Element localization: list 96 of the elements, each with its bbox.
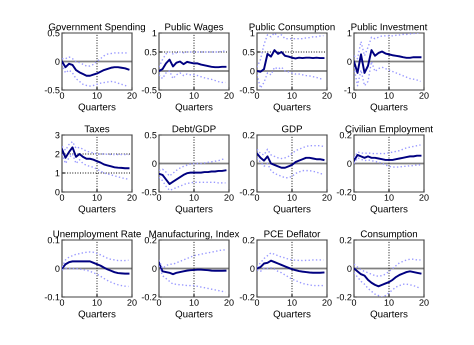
chart-title: Public Investment bbox=[351, 23, 428, 30]
x-tick-label: 0 bbox=[352, 194, 356, 201]
x-tick-label: 10 bbox=[384, 92, 394, 99]
y-tick-label: 1 bbox=[348, 30, 352, 36]
x-axis-title: Quarters bbox=[274, 104, 311, 112]
x-tick-label: 10 bbox=[190, 92, 199, 99]
y-tick-label: 0 bbox=[347, 265, 352, 272]
x-axis-title: Quarters bbox=[370, 310, 408, 320]
y-tick-label: 0.5 bbox=[144, 48, 157, 56]
y-tick-label: 1 bbox=[152, 30, 156, 36]
y-tick-label: 0 bbox=[55, 58, 60, 65]
y-tick-label: 0.2 bbox=[242, 236, 254, 244]
x-tick-label: 20 bbox=[127, 299, 137, 306]
y-tick-label: 0 bbox=[250, 265, 255, 272]
y-tick-label: 0.2 bbox=[242, 132, 254, 138]
x-tick-label: 10 bbox=[288, 92, 297, 99]
x-axis-title: Quarters bbox=[176, 104, 213, 112]
x-tick-label: 20 bbox=[127, 92, 137, 99]
y-tick-label: 0 bbox=[152, 68, 157, 74]
x-tick-label: 10 bbox=[384, 299, 394, 306]
y-tick-label: -0.5 bbox=[142, 86, 157, 94]
y-tick-label: 0 bbox=[55, 265, 60, 272]
y-tick-label: 0.2 bbox=[144, 236, 156, 244]
y-tick-label: -0.2 bbox=[142, 294, 156, 300]
x-tick-label: 0 bbox=[254, 92, 260, 99]
x-tick-label: 20 bbox=[224, 299, 234, 306]
y-tick-label: -0.5 bbox=[44, 86, 60, 94]
x-tick-label: 10 bbox=[92, 299, 102, 306]
x-tick-label: 0 bbox=[156, 92, 162, 99]
x-tick-label: 0 bbox=[60, 92, 64, 99]
chart-title: Unemployment Rate bbox=[53, 230, 141, 240]
y-tick-label: -1 bbox=[344, 87, 352, 94]
chart-title: GDP bbox=[282, 125, 302, 132]
y-tick-label: -0.2 bbox=[336, 294, 352, 300]
y-tick-label: 0 bbox=[347, 58, 352, 65]
chart-title: Manufacturing, Index bbox=[149, 230, 240, 240]
x-axis-title: Quarters bbox=[274, 206, 311, 214]
y-tick-label: 0.5 bbox=[48, 30, 60, 36]
y-tick-label: 2 bbox=[55, 150, 60, 158]
x-tick-label: 0 bbox=[156, 299, 162, 306]
y-tick-label: 0.5 bbox=[144, 132, 157, 138]
x-axis-title: Quarters bbox=[176, 206, 213, 214]
chart-title: Consumption bbox=[360, 230, 418, 240]
x-tick-label: 10 bbox=[288, 194, 297, 201]
y-tick-label: 0.5 bbox=[242, 48, 255, 56]
x-axis-title: Quarters bbox=[78, 104, 116, 112]
y-tick-label: 0 bbox=[152, 265, 157, 272]
x-tick-label: 20 bbox=[322, 194, 332, 201]
y-tick-label: 0.2 bbox=[340, 236, 352, 244]
x-tick-label: 0 bbox=[352, 299, 356, 306]
y-tick-label: -0.1 bbox=[44, 294, 60, 300]
y-tick-label: -0.2 bbox=[240, 294, 254, 300]
y-tick-label: 0.2 bbox=[340, 132, 352, 138]
x-tick-label: 10 bbox=[92, 194, 102, 201]
chart-title: Taxes bbox=[84, 126, 110, 132]
x-tick-label: 20 bbox=[419, 299, 429, 306]
y-tick-label: 0 bbox=[55, 188, 60, 196]
x-axis-title: Quarters bbox=[274, 310, 311, 320]
x-tick-label: 0 bbox=[60, 299, 64, 306]
y-tick-label: 0 bbox=[347, 160, 352, 167]
y-tick-label: 1 bbox=[56, 170, 60, 176]
x-tick-label: 20 bbox=[322, 92, 332, 99]
x-axis-title: Quarters bbox=[176, 310, 213, 320]
x-tick-label: 20 bbox=[322, 299, 332, 306]
y-tick-label: -0.2 bbox=[240, 188, 254, 196]
y-tick-label: 0 bbox=[250, 68, 255, 74]
chart-title: Debt/GDP bbox=[172, 125, 216, 132]
x-axis-title: Quarters bbox=[370, 206, 408, 214]
y-tick-label: 0 bbox=[152, 160, 157, 167]
x-tick-label: 10 bbox=[190, 299, 199, 306]
x-tick-label: 10 bbox=[92, 92, 102, 99]
x-tick-label: 10 bbox=[288, 299, 297, 306]
x-tick-label: 20 bbox=[127, 194, 137, 201]
x-tick-label: 0 bbox=[254, 299, 260, 306]
x-tick-label: 0 bbox=[352, 92, 356, 99]
x-tick-label: 20 bbox=[419, 92, 429, 99]
y-tick-label: -0.2 bbox=[336, 188, 352, 196]
x-axis-title: Quarters bbox=[78, 310, 116, 320]
y-tick-label: 0 bbox=[250, 160, 255, 167]
x-tick-label: 10 bbox=[190, 194, 199, 201]
x-tick-label: 20 bbox=[419, 194, 429, 201]
x-tick-label: 10 bbox=[384, 194, 394, 201]
y-tick-label: -0.5 bbox=[142, 188, 157, 196]
y-tick-label: 1 bbox=[250, 30, 254, 36]
x-axis-title: Quarters bbox=[78, 206, 116, 214]
x-tick-label: 0 bbox=[60, 194, 64, 201]
chart-title: Public Wages bbox=[165, 23, 224, 32]
x-axis-title: Quarters bbox=[370, 104, 408, 112]
y-tick-label: 0.1 bbox=[48, 236, 60, 244]
y-tick-label: -0.5 bbox=[240, 86, 255, 94]
x-tick-label: 20 bbox=[224, 194, 234, 201]
x-tick-label: 20 bbox=[224, 92, 234, 99]
x-tick-label: 0 bbox=[254, 194, 260, 201]
y-tick-label: 3 bbox=[55, 132, 60, 138]
chart-title: PCE Deflator bbox=[264, 230, 320, 238]
x-tick-label: 0 bbox=[156, 194, 162, 201]
